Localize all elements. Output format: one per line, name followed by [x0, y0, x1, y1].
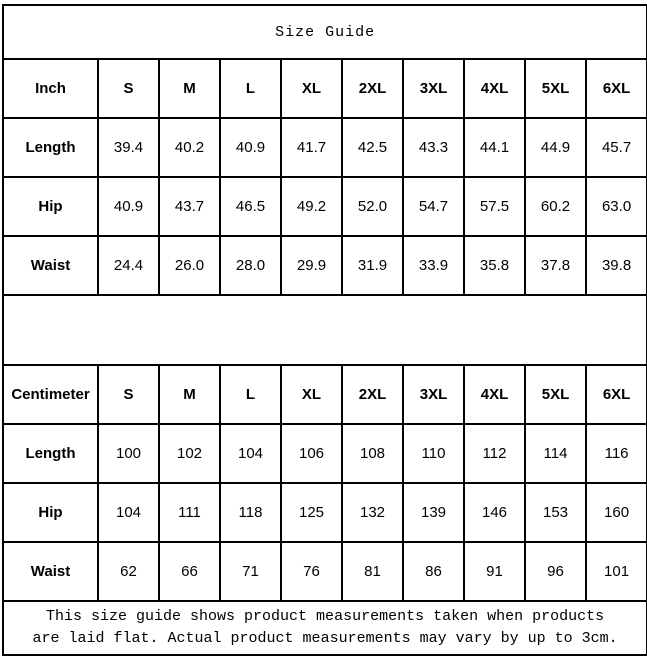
measurement-value: 81 — [341, 541, 404, 602]
measurement-value: 116 — [584, 423, 647, 484]
measurement-value: 33.9 — [402, 235, 465, 296]
measurement-value: 39.8 — [584, 235, 647, 296]
measurement-value: 62 — [97, 541, 160, 602]
measurement-value: 49.2 — [280, 176, 343, 237]
title-row: Size Guide — [1, 4, 647, 60]
size-column-header: 2XL — [341, 364, 404, 425]
row-label-hip: Hip — [2, 176, 99, 237]
measurement-value: 106 — [280, 423, 343, 484]
footer-row: This size guide shows product measuremen… — [1, 600, 647, 656]
measurement-value: 37.8 — [524, 235, 587, 296]
size-column-header: M — [158, 58, 221, 119]
measurement-value: 54.7 — [402, 176, 465, 237]
unit-label-inch: Inch — [2, 58, 99, 119]
measurement-value: 125 — [280, 482, 343, 543]
measurement-value: 110 — [402, 423, 465, 484]
measurement-value: 40.9 — [219, 117, 282, 178]
measurement-value: 153 — [524, 482, 587, 543]
measurement-value: 111 — [158, 482, 221, 543]
inch-hip-row: Hip 40.9 43.7 46.5 49.2 52.0 54.7 57.5 6… — [2, 176, 647, 237]
measurement-value: 91 — [463, 541, 526, 602]
size-column-header: 4XL — [463, 58, 526, 119]
footer-note-line1: This size guide shows product measuremen… — [46, 608, 605, 626]
size-column-header: 6XL — [584, 364, 647, 425]
inch-waist-row: Waist 24.4 26.0 28.0 29.9 31.9 33.9 35.8… — [2, 235, 647, 296]
row-label-length: Length — [2, 423, 99, 484]
measurement-value: 114 — [524, 423, 587, 484]
size-column-header: 5XL — [524, 364, 587, 425]
measurement-value: 104 — [219, 423, 282, 484]
table-spacer — [1, 294, 647, 366]
size-column-header: 6XL — [584, 58, 647, 119]
measurement-value: 24.4 — [97, 235, 160, 296]
measurement-value: 101 — [584, 541, 647, 602]
measurement-value: 39.4 — [97, 117, 160, 178]
measurement-value: 146 — [463, 482, 526, 543]
measurement-value: 160 — [584, 482, 647, 543]
cm-header-row: Centimeter S M L XL 2XL 3XL 4XL 5XL 6XL — [2, 364, 647, 425]
measurement-value: 31.9 — [341, 235, 404, 296]
size-column-header: 3XL — [402, 364, 465, 425]
size-guide-table: Size Guide Inch S M L XL 2XL 3XL 4XL 5XL… — [1, 4, 647, 656]
size-column-header: L — [219, 58, 282, 119]
size-column-header: M — [158, 364, 221, 425]
measurement-value: 42.5 — [341, 117, 404, 178]
size-column-header: 3XL — [402, 58, 465, 119]
size-column-header: 4XL — [463, 364, 526, 425]
measurement-value: 112 — [463, 423, 526, 484]
measurement-value: 63.0 — [584, 176, 647, 237]
measurement-value: 40.9 — [97, 176, 160, 237]
measurement-value: 28.0 — [219, 235, 282, 296]
measurement-value: 60.2 — [524, 176, 587, 237]
measurement-value: 96 — [524, 541, 587, 602]
measurement-value: 57.5 — [463, 176, 526, 237]
size-column-header: 2XL — [341, 58, 404, 119]
cm-waist-row: Waist 62 66 71 76 81 86 91 96 101 — [2, 541, 647, 602]
row-label-length: Length — [2, 117, 99, 178]
measurement-value: 102 — [158, 423, 221, 484]
measurement-value: 66 — [158, 541, 221, 602]
measurement-value: 35.8 — [463, 235, 526, 296]
measurement-value: 132 — [341, 482, 404, 543]
measurement-value: 45.7 — [584, 117, 647, 178]
measurement-value: 46.5 — [219, 176, 282, 237]
row-label-waist: Waist — [2, 235, 99, 296]
measurement-value: 44.9 — [524, 117, 587, 178]
measurement-value: 43.3 — [402, 117, 465, 178]
measurement-value: 52.0 — [341, 176, 404, 237]
measurement-value: 86 — [402, 541, 465, 602]
size-column-header: XL — [280, 364, 343, 425]
cm-hip-row: Hip 104 111 118 125 132 139 146 153 160 — [2, 482, 647, 543]
inch-header-row: Inch S M L XL 2XL 3XL 4XL 5XL 6XL — [2, 58, 647, 119]
measurement-value: 76 — [280, 541, 343, 602]
size-column-header: S — [97, 58, 160, 119]
measurement-value: 118 — [219, 482, 282, 543]
footer-note-line2: are laid flat. Actual product measuremen… — [32, 630, 618, 647]
cm-length-row: Length 100 102 104 106 108 110 112 114 1… — [2, 423, 647, 484]
measurement-value: 104 — [97, 482, 160, 543]
row-label-hip: Hip — [2, 482, 99, 543]
inch-length-row: Length 39.4 40.2 40.9 41.7 42.5 43.3 44.… — [2, 117, 647, 178]
measurement-value: 41.7 — [280, 117, 343, 178]
spacer-row — [1, 294, 647, 366]
footer-note: This size guide shows product measuremen… — [1, 600, 647, 656]
size-column-header: L — [219, 364, 282, 425]
measurement-value: 44.1 — [463, 117, 526, 178]
measurement-value: 100 — [97, 423, 160, 484]
size-column-header: 5XL — [524, 58, 587, 119]
measurement-value: 40.2 — [158, 117, 221, 178]
size-column-header: XL — [280, 58, 343, 119]
unit-label-centimeter: Centimeter — [2, 364, 99, 425]
measurement-value: 43.7 — [158, 176, 221, 237]
size-guide-title: Size Guide — [1, 4, 647, 60]
row-label-waist: Waist — [2, 541, 99, 602]
measurement-value: 71 — [219, 541, 282, 602]
size-column-header: S — [97, 364, 160, 425]
measurement-value: 139 — [402, 482, 465, 543]
measurement-value: 29.9 — [280, 235, 343, 296]
measurement-value: 26.0 — [158, 235, 221, 296]
measurement-value: 108 — [341, 423, 404, 484]
